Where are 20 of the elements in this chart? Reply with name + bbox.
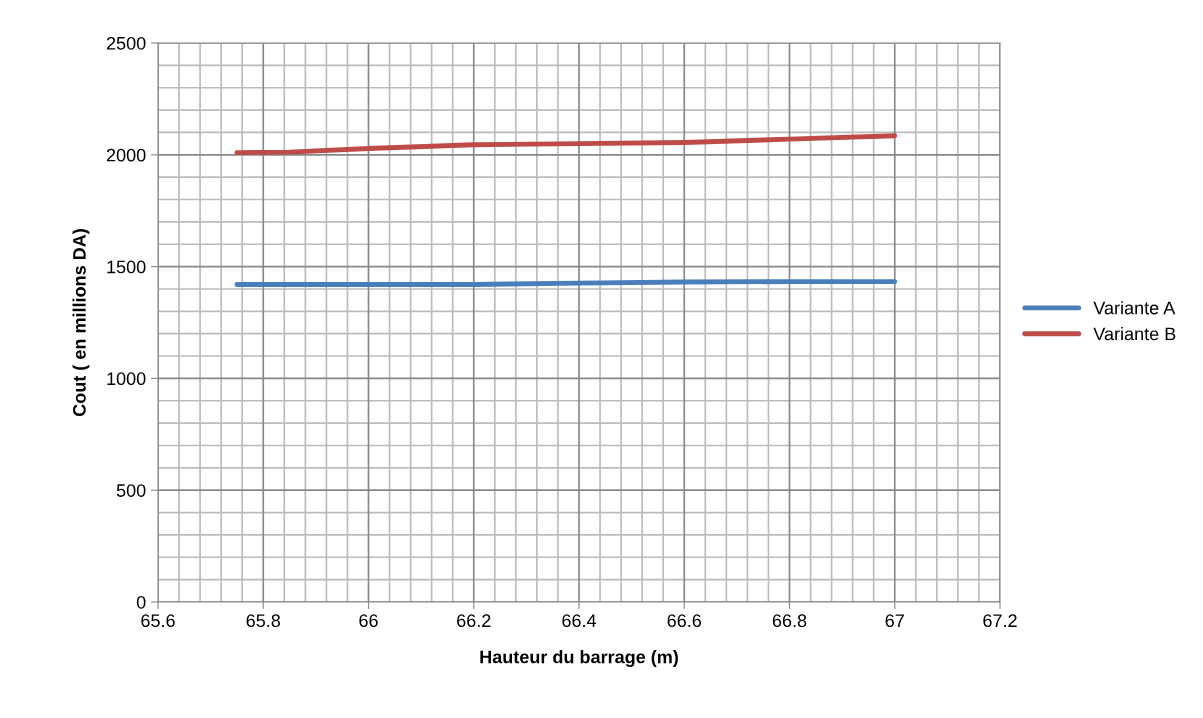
legend-label: Variante B bbox=[1093, 327, 1176, 341]
legend-label: Variante A bbox=[1093, 301, 1176, 315]
line-series bbox=[234, 133, 898, 155]
x-tick-label: 65.6 bbox=[141, 614, 175, 628]
y-tick-label: 2000 bbox=[106, 148, 146, 162]
x-tick-label: 66 bbox=[359, 614, 378, 628]
y-tick-label: 2500 bbox=[106, 36, 146, 50]
x-axis-title: Hauteur du barrage (m) bbox=[480, 650, 678, 667]
x-tick-label: 65.8 bbox=[246, 614, 281, 628]
x-tick-label: 66.6 bbox=[667, 614, 702, 628]
x-tick-label: 66.4 bbox=[562, 614, 597, 628]
x-tick-label: 67.2 bbox=[983, 614, 1017, 628]
x-tick-label: 67 bbox=[885, 614, 904, 628]
y-tick-label: 0 bbox=[136, 595, 146, 609]
y-axis-title: Cout ( en millions DA) bbox=[72, 229, 90, 417]
x-tick-label: 66.2 bbox=[457, 614, 491, 628]
y-tick-label: 500 bbox=[116, 484, 146, 497]
y-tick-label: 1000 bbox=[107, 372, 146, 386]
x-tick-label: 66.8 bbox=[772, 614, 807, 628]
y-tick-label: 1500 bbox=[107, 260, 146, 274]
